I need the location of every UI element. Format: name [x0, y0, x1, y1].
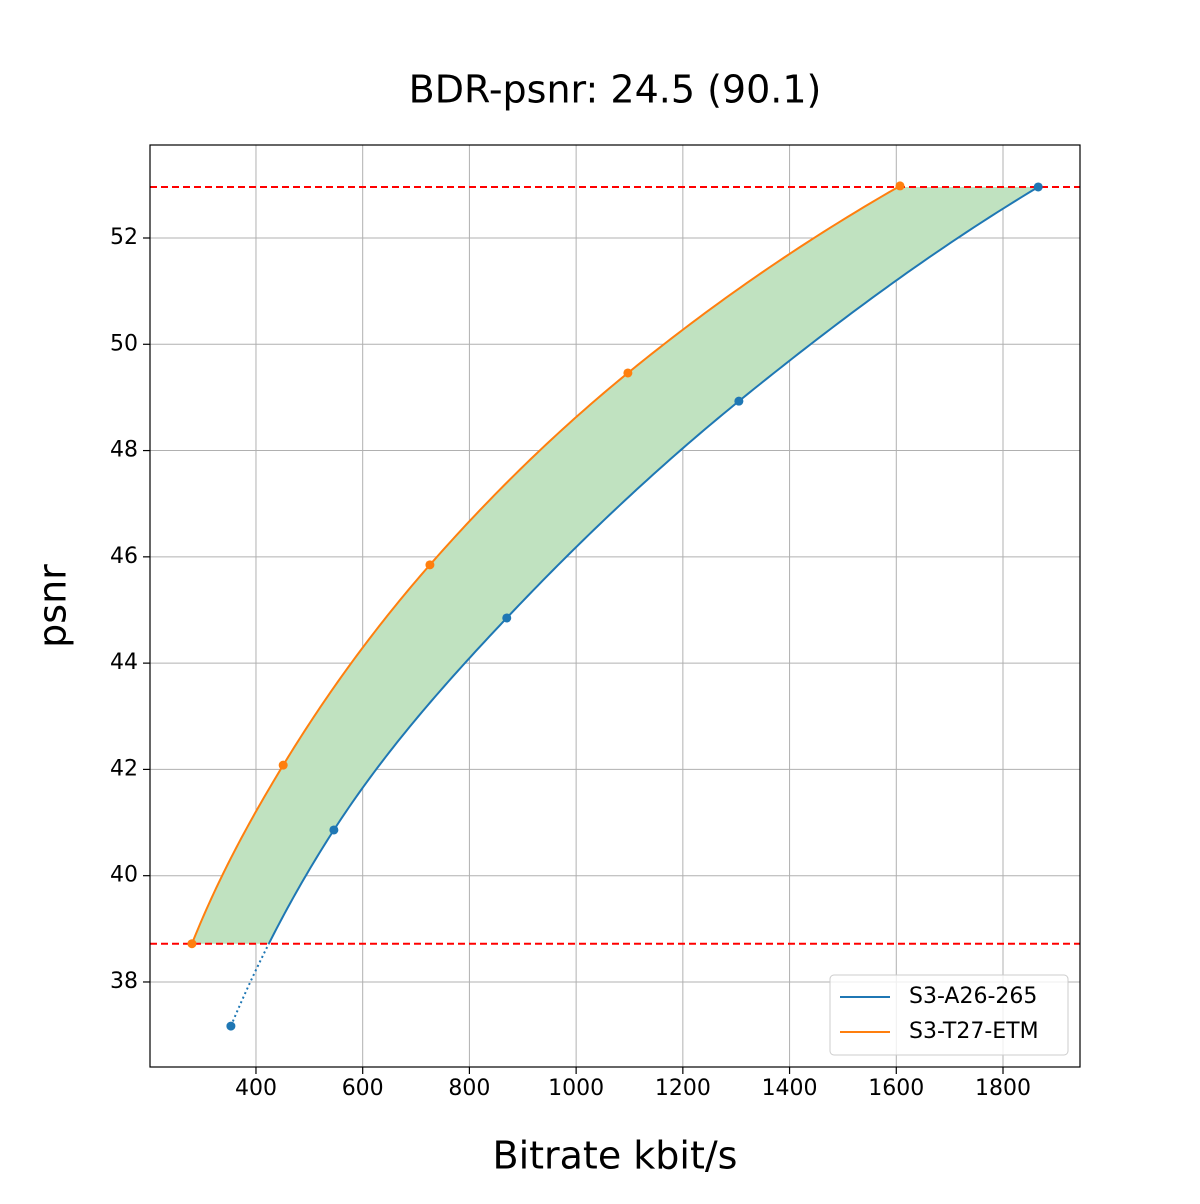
y-tick-label: 38 — [110, 969, 138, 994]
data-point — [1033, 182, 1043, 192]
chart-title: BDR-psnr: 24.5 (90.1) — [409, 68, 822, 112]
y-axis-label: psnr — [31, 564, 75, 648]
y-tick-label: 40 — [110, 863, 138, 888]
data-point — [329, 825, 339, 835]
y-tick-label: 44 — [110, 650, 138, 675]
fit-curve-extrapolated — [229, 943, 270, 1027]
legend-label: S3-A26-265 — [909, 984, 1037, 1009]
data-point — [226, 1021, 236, 1031]
plot-data — [150, 181, 1080, 1031]
x-tick-label: 1400 — [762, 1076, 818, 1101]
data-point — [895, 181, 905, 191]
data-point — [502, 613, 512, 623]
x-tick-label: 800 — [448, 1076, 490, 1101]
legend-box — [829, 974, 1069, 1056]
legend-label: S3-T27-ETM — [909, 1019, 1039, 1044]
x-tick-label: 1200 — [655, 1076, 711, 1101]
x-axis-label: Bitrate kbit/s — [493, 1134, 738, 1178]
data-point — [425, 560, 435, 570]
x-tick-label: 400 — [235, 1076, 277, 1101]
y-tick-label: 50 — [110, 331, 138, 356]
bd-fill-area — [191, 186, 1039, 944]
x-tick-label: 1800 — [975, 1076, 1031, 1101]
x-tick-label: 600 — [342, 1076, 384, 1101]
data-point — [734, 396, 744, 406]
legend: S3-A26-265 S3-T27-ETM — [829, 974, 1069, 1056]
y-tick-label: 48 — [110, 438, 138, 463]
x-tick-label: 1600 — [868, 1076, 924, 1101]
y-tick-label: 42 — [110, 756, 138, 781]
x-tick-label: 1000 — [548, 1076, 604, 1101]
data-point — [187, 939, 197, 949]
data-point — [278, 760, 288, 770]
fit-curve — [267, 186, 1039, 945]
y-tick-label: 52 — [110, 225, 138, 250]
y-tick-label: 46 — [110, 544, 138, 569]
plot-frame — [149, 144, 1081, 1068]
data-point — [623, 368, 633, 378]
